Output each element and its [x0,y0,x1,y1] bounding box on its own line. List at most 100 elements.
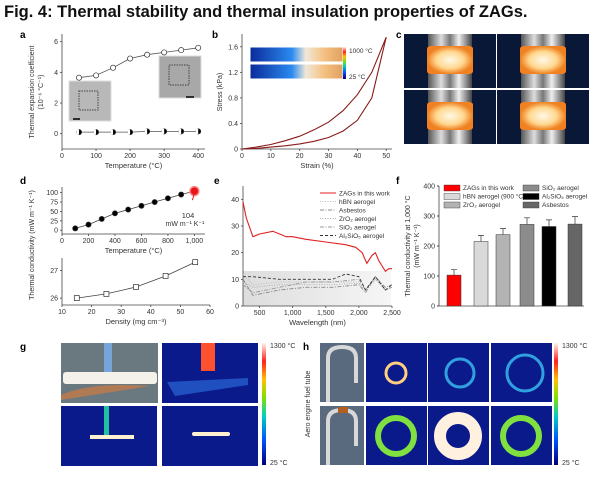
panel-label-f: f [396,176,400,187]
panel-label-b: b [212,30,218,41]
y-axis-label: Thermal conductivity at 1,000 °C [404,195,412,296]
data-point [125,206,132,213]
colorbar [343,47,346,79]
legend-label: SiO₂ aerogel [542,185,579,192]
heat-ring [434,412,482,460]
y-tick-label: 20 [231,250,239,257]
legend-swatch [443,193,461,200]
x-tick-label: 100 [90,153,102,160]
annotation-arrow [191,193,195,201]
side-label: Aero engine fuel tube [305,371,312,438]
y-tick-label: 0 [431,304,435,311]
x-tick-label: 10 [58,309,66,316]
data-point [178,47,185,54]
x-axis-label: Density (mg cm⁻³) [105,317,167,326]
panel-label-g: g [20,342,26,353]
data-point [110,64,117,71]
y-tick-label: 50 [50,209,58,216]
y-tick-label: 0.8 [228,95,238,102]
steel-rod [521,74,565,88]
x-tick-label: 2,000 [350,310,368,317]
x-tick-label: 300 [158,153,170,160]
legend-label: ZrO₂ aerogel [339,216,377,223]
x-tick-label: 200 [83,238,95,245]
x-tick-label: 30 [325,153,333,160]
x-tick-label: 30 [117,309,125,316]
legend-swatch [443,201,461,209]
legend-label: hBN aerogel [339,199,376,206]
x-tick-label: 40 [147,309,155,316]
x-axis-label: Strain (%) [300,161,334,170]
data-point [127,55,134,62]
hot-plate [90,435,134,439]
steel-rod [521,130,565,144]
x-tick-label: 1,500 [317,310,335,317]
colorbar-max-label: 1000 °C [349,47,373,55]
steel-rod [521,90,565,102]
bar [567,223,583,307]
inset-box [78,90,99,111]
data-point [76,74,82,81]
data-point [133,284,139,290]
legend-swatch [522,201,540,209]
x-tick-label: 50 [382,153,390,160]
data-point [103,291,110,297]
data-point [98,216,105,222]
data-point [164,195,171,202]
data-point [85,221,92,228]
x-tick-label: 400 [109,238,121,245]
y-tick-label: 25 [50,218,58,225]
y-tick-label: 6 [54,39,58,46]
annotation-unit: mW m⁻¹ K⁻¹ [166,221,206,228]
series-line [75,190,195,229]
data-point [162,273,169,279]
series-line [242,273,393,291]
steel-rod [428,130,472,144]
sem-inset-image [158,55,202,99]
glowing-aerogel [520,46,566,74]
x-tick-label: 1,000 [284,310,302,317]
colorbar-min-label: 25 °C [562,459,580,467]
y-tick-label: 75 [50,200,58,207]
data-point [189,185,200,197]
legend-label: Al₂SiO₅ aerogel [339,233,385,240]
y-tick-label: 0 [54,228,58,235]
data-point [72,225,79,232]
half-fill [161,128,165,134]
colorbar [554,343,558,465]
error-bar [478,235,484,242]
legend-swatch [522,193,540,200]
bar [446,274,462,307]
shaded-region [243,271,391,306]
data-point [161,49,168,56]
colorbar-max-label: 1300 °C [270,342,295,350]
half-fill [144,128,148,134]
legend-label: SiO₂ aerogel [339,225,376,232]
x-axis-label: Temperature (°C) [105,246,163,255]
sem-inset-image [68,80,112,122]
error-bar [524,217,530,225]
y-tick-label: 4 [54,70,58,77]
thermal-inset-image [249,46,344,63]
glowing-aerogel [520,102,566,130]
data-point [195,44,202,51]
data-point [144,51,151,58]
data-point [138,202,145,209]
stress-strain-curve [241,37,387,150]
stress-strain-curve [241,36,387,150]
y-tick-label: 1.6 [228,44,238,51]
glowing-aerogel [427,46,473,74]
y-tick-label: 10 [231,277,239,284]
y-axis-unit: (mW m⁻¹ K⁻¹) [414,224,421,268]
flame-heat [201,343,215,371]
hand [61,385,150,400]
half-fill [127,129,131,135]
legend-swatch [522,184,540,192]
glowing-aerogel [427,102,473,130]
series-line [243,273,393,291]
data-point [192,259,199,265]
y-axis-label: Stress (kPa) [217,73,224,112]
bar [495,234,511,307]
steel-rod [428,90,472,102]
